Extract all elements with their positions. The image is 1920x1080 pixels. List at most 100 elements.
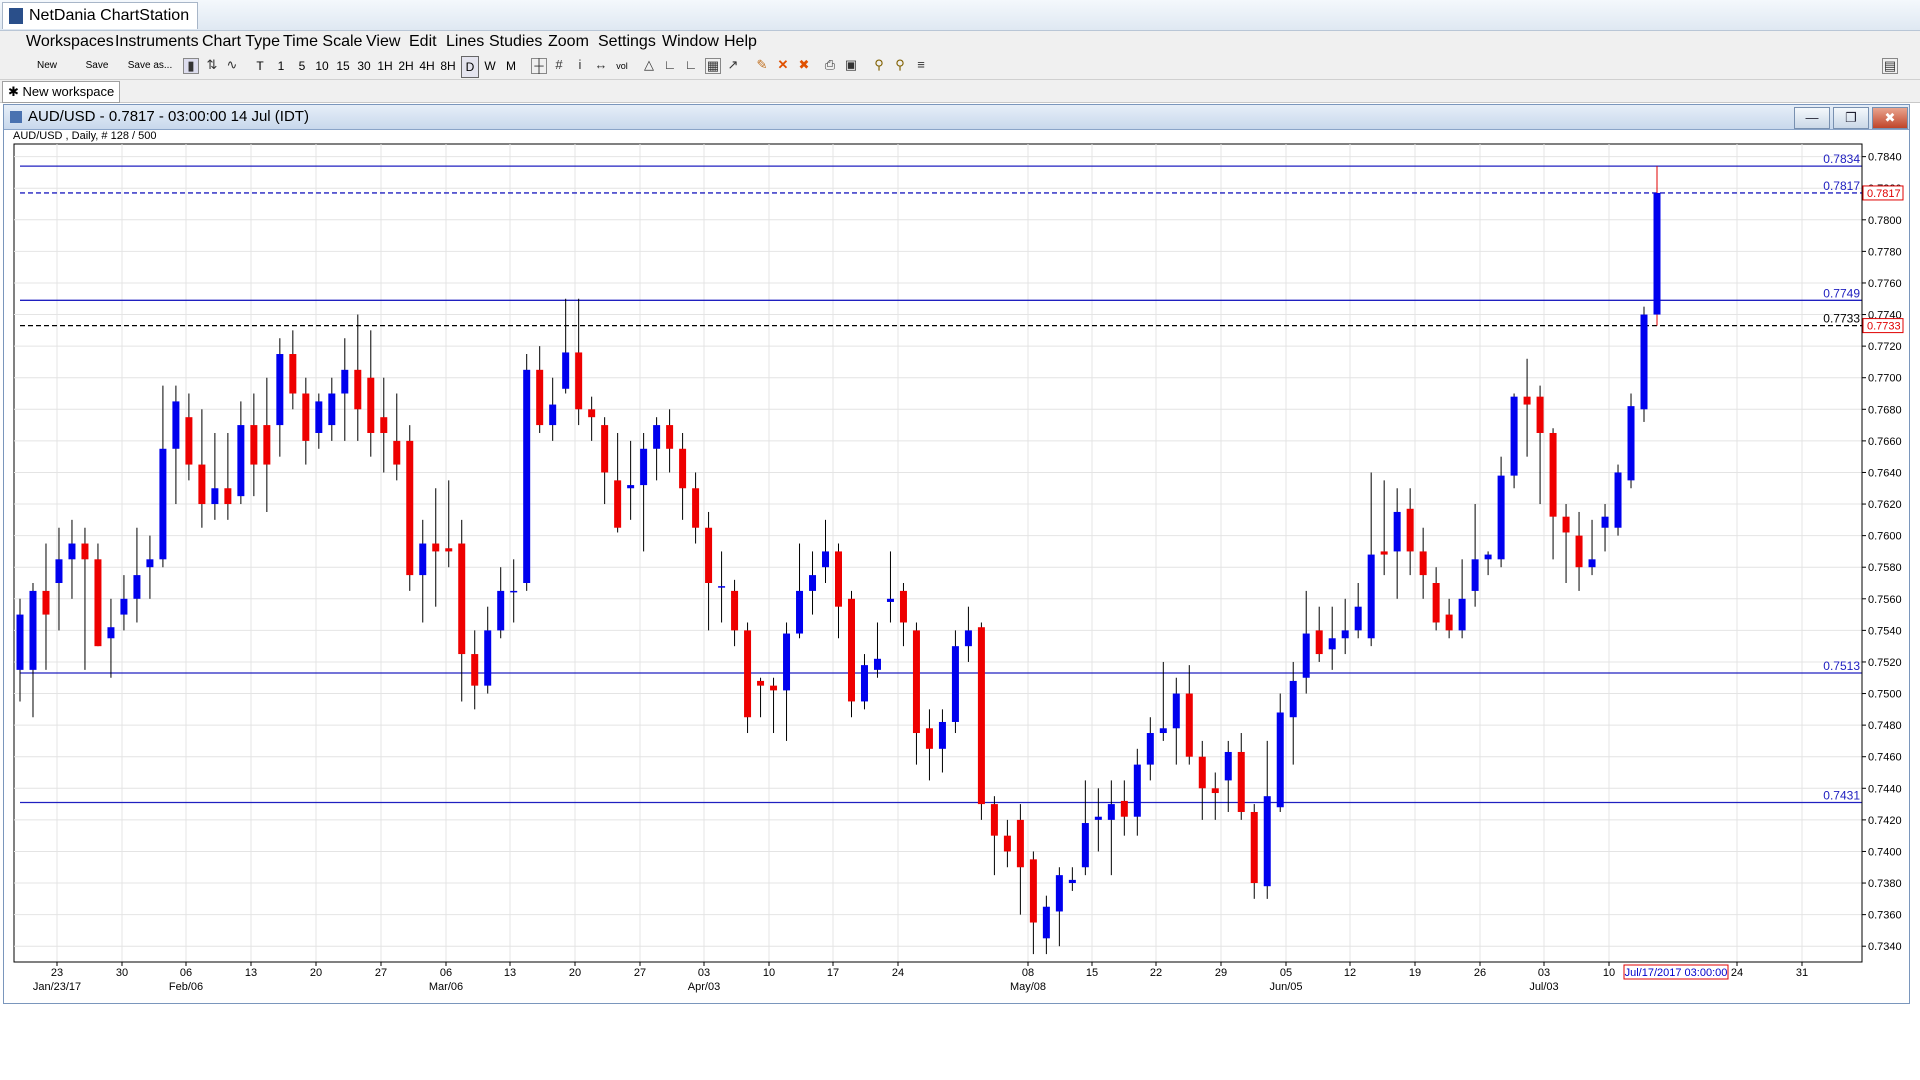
menu-edit[interactable]: Edit: [409, 33, 437, 50]
candle-down[interactable]: [1198, 756, 1206, 789]
tf-tick[interactable]: T: [256, 59, 264, 73]
candle-up[interactable]: [1146, 733, 1154, 765]
candle-down[interactable]: [601, 425, 609, 473]
candle-up[interactable]: [1653, 192, 1661, 315]
tf-8h[interactable]: 8H: [440, 59, 456, 73]
candle-down[interactable]: [614, 480, 622, 528]
candle-down[interactable]: [302, 393, 310, 441]
candle-down[interactable]: [1549, 432, 1557, 517]
candle-down[interactable]: [588, 409, 596, 418]
candle-down[interactable]: [1523, 396, 1531, 405]
candle-up[interactable]: [523, 369, 531, 584]
candle-up[interactable]: [1302, 633, 1310, 678]
candle-down[interactable]: [899, 590, 907, 623]
candle-up[interactable]: [1484, 554, 1492, 560]
candle-down[interactable]: [705, 527, 713, 584]
pan-icon[interactable]: ↔: [594, 57, 608, 72]
menu-workspaces[interactable]: Workspaces: [26, 33, 114, 50]
candle-up[interactable]: [1341, 630, 1349, 639]
menu-settings[interactable]: Settings: [598, 33, 656, 50]
candle-down[interactable]: [977, 627, 985, 805]
candle-down[interactable]: [1575, 535, 1583, 568]
candle-up[interactable]: [484, 630, 492, 686]
candle-up[interactable]: [1042, 906, 1050, 939]
tf-10m[interactable]: 10: [315, 59, 329, 73]
candle-down[interactable]: [731, 590, 739, 631]
candle-up[interactable]: [886, 598, 894, 602]
zoom-box-icon[interactable]: ▣: [844, 57, 858, 72]
candle-up[interactable]: [29, 590, 37, 670]
candle-up[interactable]: [1263, 796, 1271, 887]
candle-up[interactable]: [133, 575, 141, 599]
candle-up[interactable]: [822, 551, 830, 568]
candle-down[interactable]: [1432, 583, 1440, 623]
candle-down[interactable]: [1003, 835, 1011, 852]
tf-2h[interactable]: 2H: [398, 59, 414, 73]
tf-1m[interactable]: 1: [277, 59, 285, 73]
candle-up[interactable]: [1367, 554, 1375, 639]
candle-up[interactable]: [562, 352, 570, 389]
candle-down[interactable]: [81, 543, 89, 560]
candle-down[interactable]: [94, 559, 102, 647]
candle-down[interactable]: [990, 804, 998, 836]
candle-down[interactable]: [770, 685, 778, 691]
candle-up[interactable]: [1289, 680, 1297, 718]
candle-up[interactable]: [1497, 475, 1505, 560]
price-chart[interactable]: 0.7834 0.7749 0.7513 0.7431 0.7817 0.7733 0.7…: [0, 0, 1920, 1004]
candle-down[interactable]: [912, 630, 920, 734]
candle-down[interactable]: [757, 680, 765, 686]
candle-up[interactable]: [1224, 751, 1232, 781]
candle-up[interactable]: [276, 354, 284, 426]
candle-up[interactable]: [640, 448, 648, 486]
candle-down[interactable]: [925, 728, 933, 749]
candle-up[interactable]: [1276, 712, 1284, 808]
candle-down[interactable]: [393, 440, 401, 465]
candle-up[interactable]: [938, 721, 946, 749]
candle-up[interactable]: [1640, 314, 1648, 410]
menu-view[interactable]: View: [366, 33, 401, 50]
pencil-icon[interactable]: ✎: [756, 57, 768, 72]
candle-down[interactable]: [185, 417, 193, 465]
candle-down[interactable]: [1211, 788, 1219, 794]
candle-up[interactable]: [1094, 816, 1102, 820]
candle-down[interactable]: [1419, 551, 1427, 576]
tf-5m[interactable]: 5: [298, 59, 306, 73]
tf-daily[interactable]: D: [461, 56, 479, 78]
candle-down[interactable]: [1380, 551, 1388, 555]
tf-1h[interactable]: 1H: [377, 59, 393, 73]
candle-up[interactable]: [964, 630, 972, 647]
zoom-in-icon[interactable]: ⚲: [874, 57, 884, 72]
candle-up[interactable]: [1055, 875, 1063, 912]
tf-monthly[interactable]: M: [506, 59, 516, 73]
candle-down[interactable]: [1237, 751, 1245, 812]
save-button[interactable]: Save: [85, 60, 109, 71]
candle-down[interactable]: [354, 369, 362, 410]
workspace-tab[interactable]: ✱ New workspace: [2, 81, 121, 103]
tf-4h[interactable]: 4H: [419, 59, 435, 73]
candle-down[interactable]: [471, 654, 479, 686]
candle-up[interactable]: [1614, 472, 1622, 528]
candle-down[interactable]: [224, 488, 232, 505]
candle-up[interactable]: [549, 404, 557, 426]
candle-up[interactable]: [1159, 728, 1167, 734]
save-as-button[interactable]: Save as...: [127, 60, 173, 71]
candle-down[interactable]: [263, 425, 271, 465]
candle-down[interactable]: [1120, 800, 1128, 817]
candle-up[interactable]: [1081, 823, 1089, 868]
candle-up[interactable]: [809, 575, 817, 591]
candle-down[interactable]: [380, 417, 388, 433]
crosshair-icon[interactable]: ┼: [531, 58, 547, 74]
candle-down[interactable]: [692, 488, 700, 528]
candle-down[interactable]: [835, 551, 842, 607]
candle-down[interactable]: [847, 598, 855, 702]
candle-up[interactable]: [68, 543, 76, 560]
candle-down[interactable]: [289, 354, 297, 394]
candle-up[interactable]: [16, 614, 24, 670]
candle-up[interactable]: [419, 543, 427, 576]
candle-up[interactable]: [1328, 638, 1336, 650]
candle-up[interactable]: [1458, 598, 1466, 631]
candle-up[interactable]: [627, 485, 635, 489]
bar-chart-icon[interactable]: ▮: [183, 58, 199, 74]
close-button[interactable]: ✖: [1872, 107, 1908, 129]
candle-down[interactable]: [536, 369, 544, 426]
